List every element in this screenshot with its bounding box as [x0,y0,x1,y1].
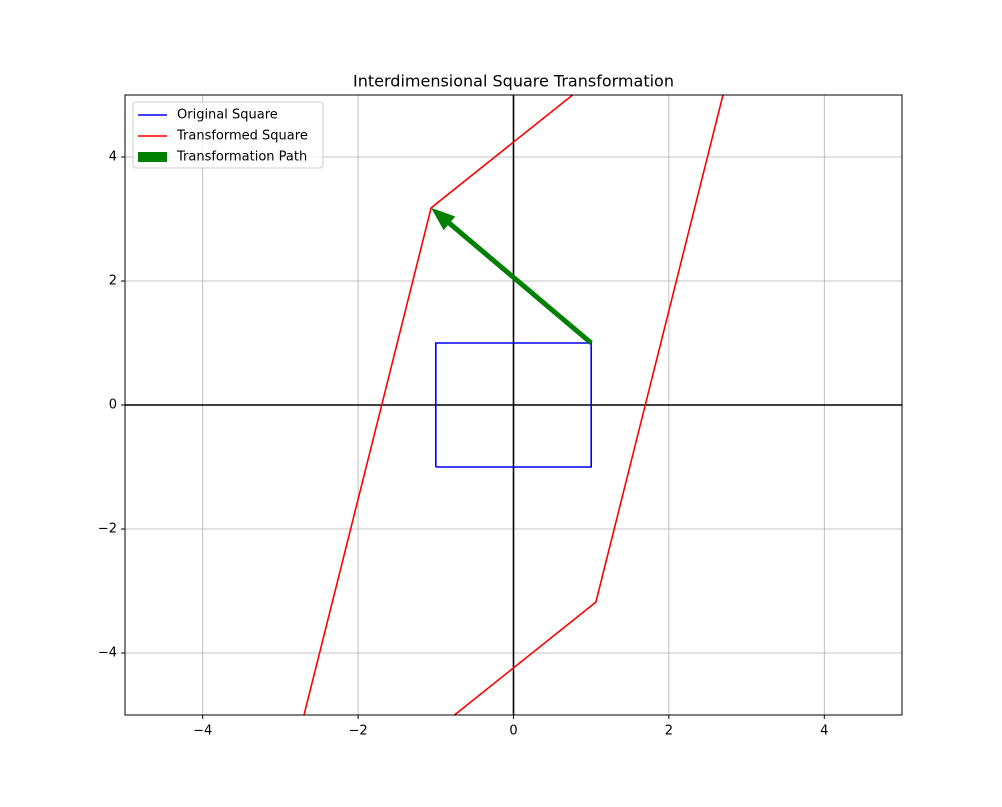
x-tick-label: 4 [820,724,828,739]
y-tick-label: −4 [98,646,117,661]
legend: Original Square Transformed Square Transfo… [132,101,324,169]
x-tick-label: 2 [665,724,673,739]
y-tick-label: −2 [98,522,117,537]
x-tick-label: −4 [193,724,212,739]
x-tick-label: −2 [349,724,368,739]
y-tick-label: 2 [109,274,117,289]
legend-swatch [138,152,167,162]
legend-box [132,101,324,169]
plot-area [125,95,902,715]
arrow [431,207,593,345]
x-tick-label: 0 [509,724,517,739]
legend-label: Transformed Square [176,129,308,144]
chart-title: Interdimensional Square Transformation [353,72,674,91]
series-line [303,95,724,715]
ticks: −4 −2 0 2 4 −4 −2 0 2 4 [98,150,829,739]
legend-label: Transformation Path [176,150,307,165]
y-tick-label: 0 [109,398,117,413]
legend-label: Original Square [177,108,278,123]
y-tick-label: 4 [109,150,117,165]
